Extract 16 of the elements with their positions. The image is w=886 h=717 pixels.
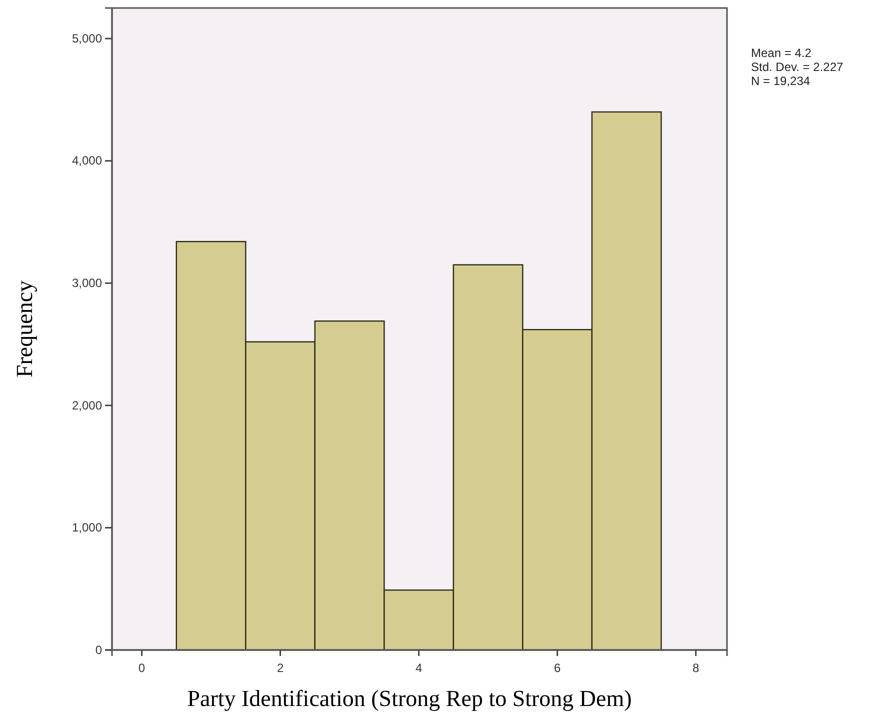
y-tick-label: 0 [95, 642, 102, 657]
y-axis-title: Frequency [12, 280, 37, 378]
x-tick-label: 2 [276, 661, 284, 676]
y-tick-label: 2,000 [72, 398, 102, 412]
y-tick-label: 1,000 [72, 520, 102, 535]
x-tick-label: 6 [554, 661, 561, 676]
text: N = 19,234 [751, 74, 810, 88]
y-tick-label: 4,000 [72, 154, 102, 168]
x-tick-label: 0 [138, 661, 146, 676]
y-tick-label: 5,000 [72, 31, 102, 46]
text: Mean = 4.2 [751, 46, 812, 60]
text: Std. Dev. = 2.227 [751, 60, 844, 74]
x-tick-label: 8 [692, 661, 700, 676]
y-tick-label: 3,000 [72, 276, 102, 290]
x-tick-label: 4 [415, 661, 422, 676]
x-axis-title: Party Identification (Strong Rep to Strong Dem) [187, 686, 632, 711]
